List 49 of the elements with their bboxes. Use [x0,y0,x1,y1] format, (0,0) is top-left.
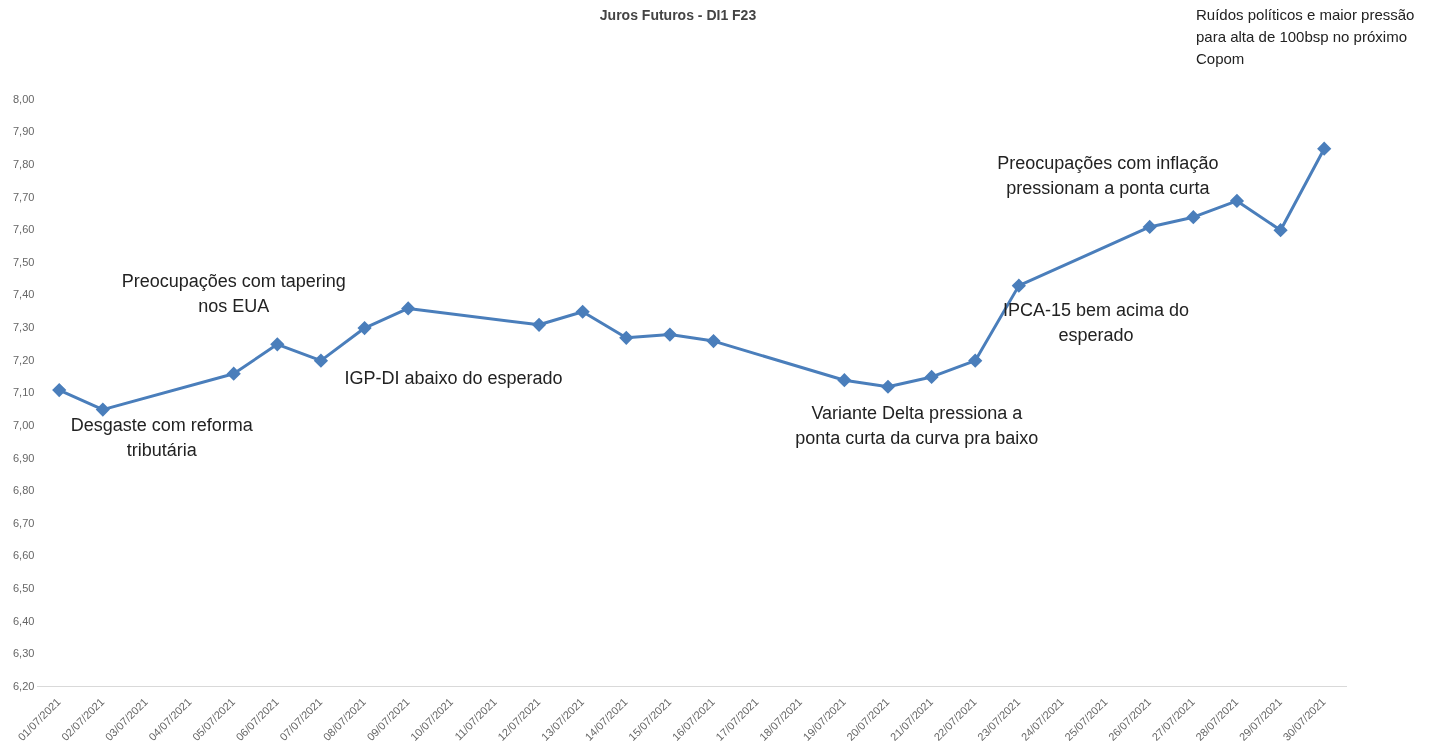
point [358,321,372,335]
point [270,337,284,351]
y-tick-label: 6,70 [12,516,35,529]
y-tick-label: 7,60 [12,223,35,236]
text: Ruídos políticos e maior pressão para alta de 100bsp no próximo Copom [1196,6,1415,67]
y-tick-label: 6,60 [12,549,35,562]
point [532,318,546,332]
point [707,334,721,348]
point [1143,220,1157,234]
annotation: IGP-DI abaixo do esperado [344,368,563,389]
annotation: Variante Delta pressiona a ponta curta da curva pra baixo [795,402,1039,448]
point [314,354,328,368]
point [1317,142,1331,156]
point [925,370,939,384]
annotation: Preocupações com tapering nos EUA [121,270,346,316]
y-tick-label: 6,30 [12,647,35,660]
y-tick-label: 7,90 [12,125,35,138]
point [1274,223,1288,237]
y-tick-label: 7,00 [12,418,35,431]
point [968,354,982,368]
y-tick-label: 6,20 [12,679,35,692]
y-tick-label: 7,80 [12,158,35,171]
y-tick-label: 6,80 [12,484,35,497]
point [401,301,415,315]
point [1012,279,1026,293]
point [881,380,895,394]
y-tick-label: 7,30 [12,321,35,334]
y-tick-label: 7,50 [12,255,35,268]
point [663,328,677,342]
y-tick-label: 7,20 [12,353,35,366]
chart-title: Juros Futuros - DI1 F23 [599,7,757,24]
y-tick-label: 7,70 [12,190,35,203]
point [1186,210,1200,224]
point [837,373,851,387]
point [227,367,241,381]
point [52,383,66,397]
y-tick-label: 7,10 [12,386,35,399]
y-tick-label: 6,90 [12,451,35,464]
annotation: Preocupações com inflação pressionam a ponta curta [997,153,1219,199]
point [576,305,590,319]
y-tick-label: 6,40 [12,614,35,627]
point [1230,194,1244,208]
y-tick-label: 8,00 [12,92,35,105]
point [619,331,633,345]
point [96,403,110,417]
y-tick-label: 6,50 [12,581,35,594]
y-tick-label: 7,40 [12,288,35,301]
annotation: Desgaste com reforma tributária [70,414,254,460]
annotation: IPCA-15 bem acima do esperado [1003,300,1190,346]
